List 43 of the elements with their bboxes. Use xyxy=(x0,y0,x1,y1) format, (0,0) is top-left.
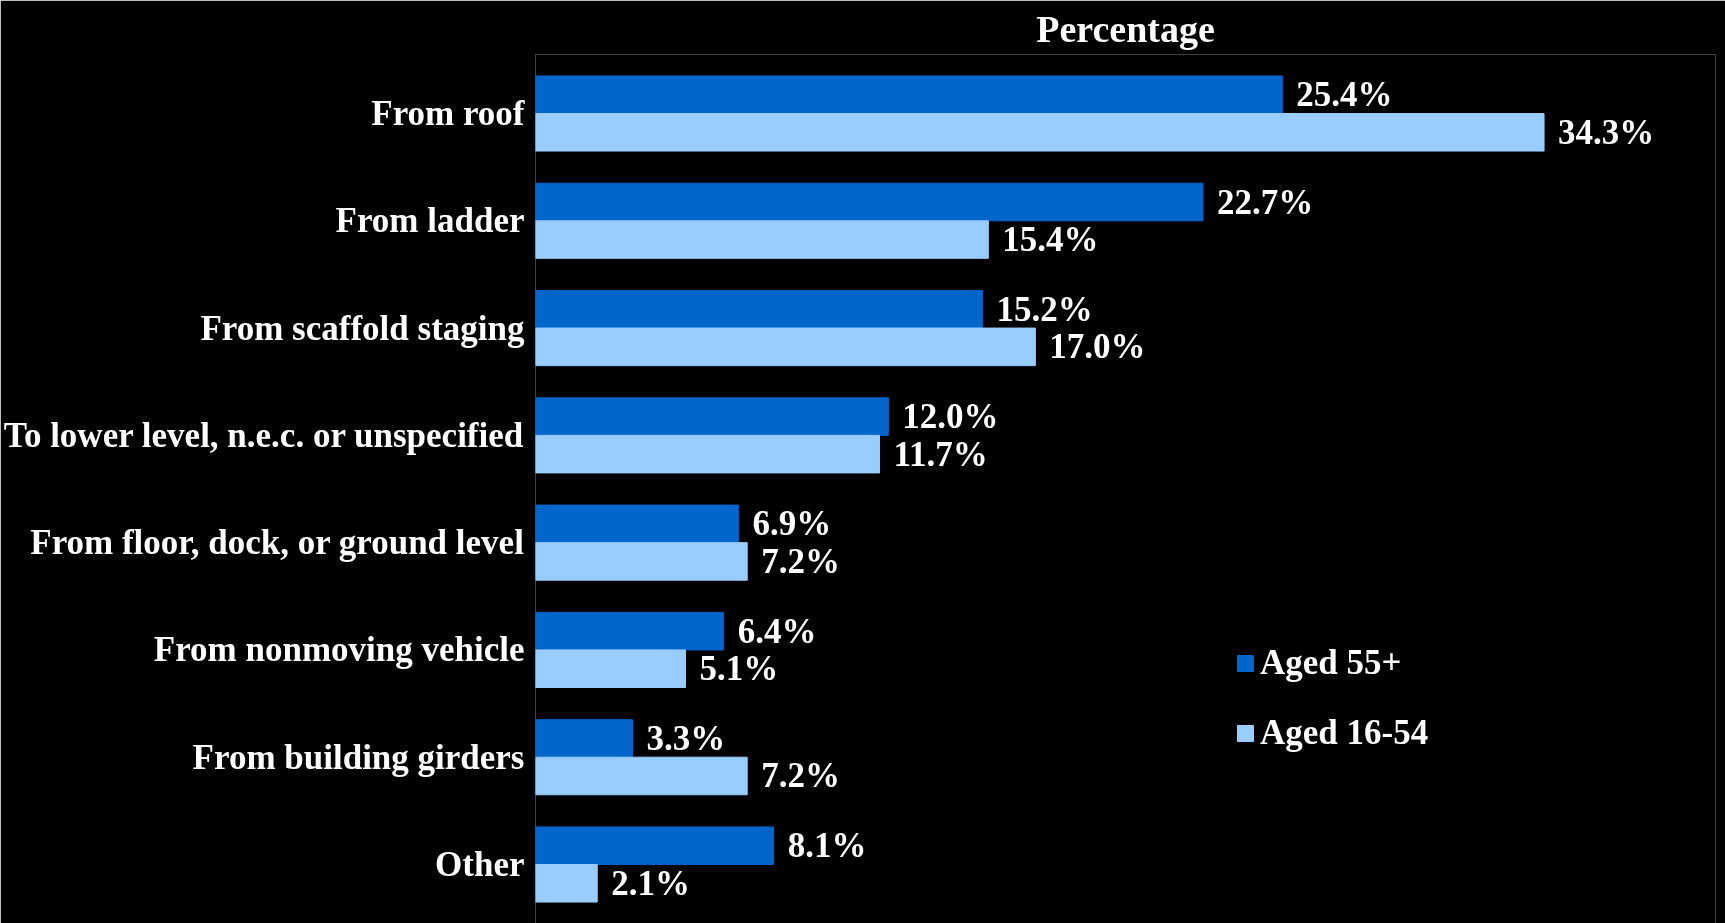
bar xyxy=(535,182,1204,222)
y-tick-label: From building girders xyxy=(192,737,525,777)
bar xyxy=(535,220,989,259)
bar xyxy=(535,327,1036,367)
bar xyxy=(535,290,983,329)
data-label: 25.4% xyxy=(1296,75,1393,115)
bar xyxy=(535,504,739,544)
y-tick-label: To lower level, n.e.c. or unspecified xyxy=(3,415,524,455)
data-label: 8.1% xyxy=(787,826,867,866)
data-label: 17.0% xyxy=(1049,327,1146,367)
data-label: 3.3% xyxy=(646,718,726,758)
bar xyxy=(535,719,634,758)
bar xyxy=(535,542,748,581)
data-label: 6.9% xyxy=(752,504,832,544)
bar xyxy=(535,113,1545,152)
y-tick-label: From nonmoving vehicle xyxy=(153,630,525,670)
data-label: 12.0% xyxy=(902,397,999,437)
bar xyxy=(535,863,598,903)
y-tick-label: From floor, dock, or ground level xyxy=(30,523,525,563)
bar xyxy=(535,649,686,688)
data-label: 15.2% xyxy=(996,289,1093,329)
data-label: 22.7% xyxy=(1216,182,1314,222)
data-label: 15.4% xyxy=(1002,220,1099,260)
legend-label: Aged 55+ xyxy=(1260,643,1402,683)
y-tick-label: From ladder xyxy=(335,201,525,241)
bar xyxy=(535,434,881,474)
data-label: 7.2% xyxy=(761,541,840,581)
bar xyxy=(535,611,725,651)
data-label: 5.1% xyxy=(699,649,779,689)
data-label: 11.7% xyxy=(893,434,988,474)
bar xyxy=(535,756,748,796)
data-label: 7.2% xyxy=(761,756,840,796)
data-label: 2.1% xyxy=(611,863,690,903)
bar xyxy=(535,397,889,436)
legend-label: Aged 16-54 xyxy=(1260,713,1429,753)
y-tick-label: From roof xyxy=(371,94,525,134)
data-label: 6.4% xyxy=(737,611,817,651)
chart-title: Percentage xyxy=(1036,7,1215,50)
y-tick-label: Other xyxy=(435,844,525,884)
y-tick-label: From scaffold staging xyxy=(200,308,525,348)
bar xyxy=(535,826,775,865)
data-label: 34.3% xyxy=(1558,112,1655,152)
bar xyxy=(535,75,1283,115)
